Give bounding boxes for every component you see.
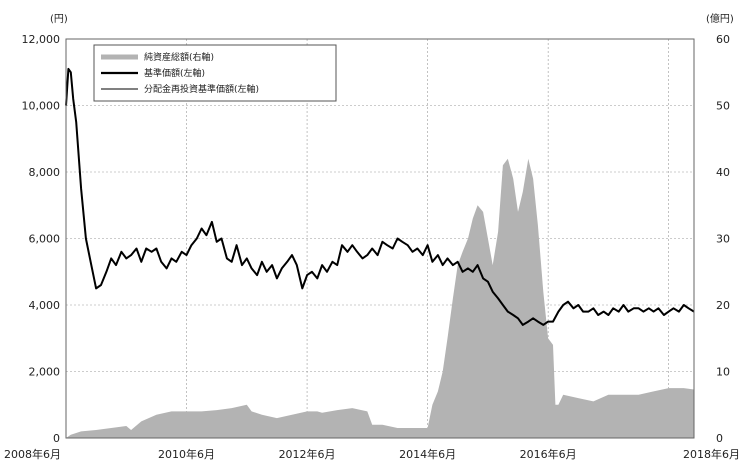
net-assets-area-layer <box>66 158 694 438</box>
x-tick-label: 2016年6月 <box>520 447 577 461</box>
right-tick-label: 60 <box>716 33 730 46</box>
series-area-net-assets <box>66 158 694 438</box>
left-tick-label: 6,000 <box>29 233 61 246</box>
right-tick-label: 10 <box>716 366 730 379</box>
x-tick-label: 2014年6月 <box>399 447 456 461</box>
right-tick-label: 50 <box>716 100 730 113</box>
series-line-reinvested-nav <box>65 68 695 326</box>
left-tick-label: 0 <box>53 432 60 445</box>
x-tick-label: 2012年6月 <box>279 447 336 461</box>
right-tick-label: 40 <box>716 166 730 179</box>
right-axis-unit-label: (億円) <box>706 12 734 25</box>
x-tick-label: 2018年6月 <box>683 447 740 461</box>
legend-label-net-assets: 純資産総額(右軸) <box>144 51 214 63</box>
nav-lines-layer <box>65 67 695 326</box>
left-tick-label: 2,000 <box>29 366 61 379</box>
left-axis-ticks: 0 2,000 4,000 6,000 8,000 10,000 12,000 <box>22 33 61 445</box>
left-tick-label: 8,000 <box>29 166 61 179</box>
right-tick-label: 20 <box>716 299 730 312</box>
legend: 純資産総額(右軸) 基準価額(左軸) 分配金再投資基準価額(左軸) <box>93 44 337 102</box>
left-tick-label: 10,000 <box>22 100 61 113</box>
x-axis-ticks: 2008年6月 2010年6月 2012年6月 2014年6月 2016年6月 2018年… <box>4 447 740 461</box>
legend-label-reinvested-nav: 分配金再投資基準価額(左軸) <box>144 83 259 95</box>
right-tick-label: 30 <box>716 233 730 246</box>
plot-area-frame <box>65 38 695 439</box>
left-tick-label: 4,000 <box>29 299 61 312</box>
right-tick-label: 0 <box>716 432 723 445</box>
right-axis-ticks: 0 10 20 30 40 50 60 <box>716 33 730 445</box>
x-tick-label: 2008年6月 <box>4 447 61 461</box>
left-tick-label: 12,000 <box>22 33 61 46</box>
series-line-nav <box>65 67 695 326</box>
x-tick-label: 2010年6月 <box>158 447 215 461</box>
legend-label-nav: 基準価額(左軸) <box>144 67 205 79</box>
left-axis-unit-label: (円) <box>50 14 68 25</box>
